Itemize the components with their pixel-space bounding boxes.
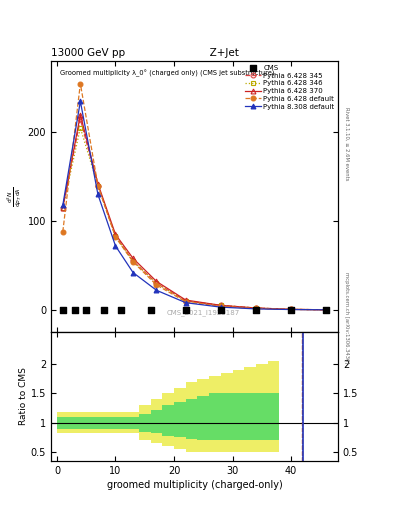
Pythia 6.428 345 — [253, 305, 258, 311]
Pythia 6.428 default — [184, 298, 188, 305]
Line: Pythia 6.428 346: Pythia 6.428 346 — [61, 125, 329, 312]
Pythia 6.428 345 — [184, 298, 188, 304]
Pythia 6.428 default — [78, 80, 83, 87]
Pythia 6.428 370 — [219, 302, 223, 308]
Pythia 6.428 345 — [113, 233, 118, 239]
Pythia 6.428 default — [154, 282, 159, 288]
Pythia 6.428 370 — [131, 255, 136, 262]
CMS — [323, 306, 329, 314]
Pythia 6.428 default — [289, 306, 294, 312]
CMS — [83, 306, 89, 314]
Pythia 6.428 345 — [131, 258, 136, 264]
Pythia 8.308 default — [78, 98, 83, 104]
CMS — [218, 306, 224, 314]
Pythia 6.428 default — [253, 305, 258, 311]
CMS — [147, 306, 154, 314]
Pythia 6.428 default — [113, 234, 118, 240]
Text: mcplots.cern.ch [arXiv:1306.3436]: mcplots.cern.ch [arXiv:1306.3436] — [344, 272, 349, 363]
Pythia 8.308 default — [113, 243, 118, 249]
Pythia 6.428 346 — [78, 125, 83, 131]
Pythia 6.428 345 — [219, 302, 223, 308]
Pythia 6.428 346 — [289, 306, 294, 312]
Pythia 6.428 370 — [253, 305, 258, 311]
Pythia 6.428 346 — [95, 183, 100, 189]
CMS — [72, 306, 78, 314]
Pythia 6.428 default — [219, 303, 223, 309]
CMS — [118, 306, 125, 314]
Text: CMS_2021_I1920187: CMS_2021_I1920187 — [167, 310, 240, 316]
Pythia 6.428 default — [95, 183, 100, 189]
CMS — [101, 306, 107, 314]
Text: 13000 GeV pp                          Z+Jet: 13000 GeV pp Z+Jet — [51, 48, 239, 58]
Pythia 6.428 default — [131, 259, 136, 265]
Pythia 8.308 default — [253, 306, 258, 312]
Text: Rivet 3.1.10, ≥ 2.6M events: Rivet 3.1.10, ≥ 2.6M events — [344, 106, 349, 180]
Line: Pythia 6.428 default: Pythia 6.428 default — [61, 81, 329, 312]
CMS — [60, 306, 66, 314]
Pythia 8.308 default — [61, 202, 65, 208]
Pythia 6.428 346 — [113, 233, 118, 239]
Pythia 6.428 345 — [324, 307, 329, 313]
CMS — [253, 306, 259, 314]
Pythia 6.428 370 — [289, 306, 294, 312]
Pythia 6.428 345 — [61, 205, 65, 211]
Pythia 6.428 346 — [61, 205, 65, 211]
Pythia 6.428 370 — [78, 112, 83, 118]
CMS — [183, 306, 189, 314]
Pythia 6.428 346 — [253, 305, 258, 311]
Y-axis label: $\frac{1}{\mathrm{d}N\,/\,\mathrm{d}p_T}$
$\frac{\mathrm{d}^2N}{\mathrm{d}p_T\,\: $\frac{1}{\mathrm{d}N\,/\,\mathrm{d}p_T}… — [0, 185, 24, 209]
Pythia 6.428 346 — [154, 280, 159, 286]
Pythia 6.428 346 — [324, 307, 329, 313]
Pythia 8.308 default — [289, 307, 294, 313]
CMS — [288, 306, 294, 314]
X-axis label: groomed multiplicity (charged-only): groomed multiplicity (charged-only) — [107, 480, 283, 490]
Pythia 6.428 370 — [154, 279, 159, 285]
Pythia 6.428 346 — [184, 298, 188, 304]
Pythia 8.308 default — [184, 300, 188, 306]
Pythia 8.308 default — [131, 269, 136, 275]
Pythia 6.428 370 — [61, 205, 65, 211]
Y-axis label: Ratio to CMS: Ratio to CMS — [19, 368, 28, 425]
Pythia 6.428 346 — [131, 258, 136, 264]
Pythia 6.428 default — [61, 229, 65, 235]
Pythia 6.428 345 — [78, 116, 83, 122]
Line: Pythia 6.428 345: Pythia 6.428 345 — [61, 117, 329, 312]
Pythia 8.308 default — [324, 307, 329, 313]
Pythia 6.428 345 — [289, 306, 294, 312]
Pythia 8.308 default — [219, 304, 223, 310]
Pythia 8.308 default — [154, 287, 159, 293]
Pythia 6.428 370 — [113, 231, 118, 238]
Pythia 6.428 346 — [219, 302, 223, 308]
Pythia 6.428 370 — [95, 181, 100, 187]
Line: Pythia 6.428 370: Pythia 6.428 370 — [61, 112, 329, 312]
Pythia 6.428 345 — [154, 280, 159, 286]
Pythia 6.428 345 — [95, 183, 100, 189]
Pythia 6.428 370 — [184, 297, 188, 303]
Legend: CMS, Pythia 6.428 345, Pythia 6.428 346, Pythia 6.428 370, Pythia 6.428 default,: CMS, Pythia 6.428 345, Pythia 6.428 346,… — [243, 63, 336, 112]
Pythia 6.428 370 — [324, 307, 329, 313]
Text: Groomed multiplicity λ_0° (charged only) (CMS jet substructure): Groomed multiplicity λ_0° (charged only)… — [60, 70, 274, 77]
Pythia 6.428 default — [324, 307, 329, 313]
Line: Pythia 8.308 default: Pythia 8.308 default — [61, 99, 329, 312]
Pythia 8.308 default — [95, 191, 100, 198]
